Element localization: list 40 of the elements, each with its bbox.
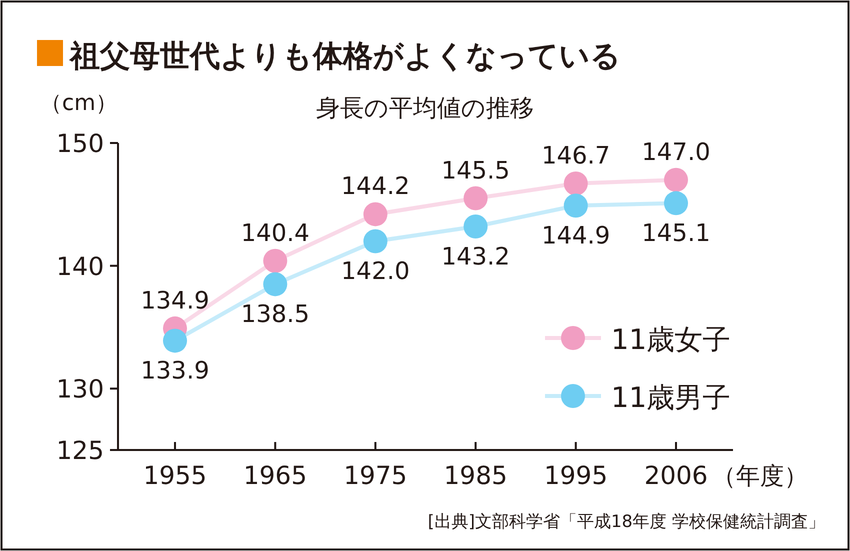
point [464, 214, 488, 239]
data-label: 144.2 [341, 172, 410, 200]
chart-title: 祖父母世代よりも体格がよくなっている [68, 39, 621, 74]
x-tick-label: 1995 [544, 461, 608, 490]
point [163, 328, 187, 353]
chart-subtitle: 身長の平均値の推移 [316, 94, 534, 122]
data-label: 140.4 [240, 218, 310, 247]
x-tick-label: 2006 [644, 461, 708, 490]
y-tick-label: 130 [56, 374, 104, 404]
x-tick-label: 1975 [344, 461, 408, 490]
point [664, 168, 688, 192]
legend-label: 11歳男子 [611, 381, 731, 414]
y-tick-label: 140 [56, 252, 104, 281]
data-label: 138.5 [240, 300, 310, 328]
data-label: 143.2 [441, 242, 510, 271]
x-tick-label: 1955 [143, 461, 207, 490]
y-tick-label: 125 [56, 436, 104, 465]
point [464, 186, 488, 210]
x-tick-label: 1965 [243, 461, 308, 490]
data-label: 147.0 [642, 138, 710, 166]
data-label: 146.7 [541, 142, 610, 170]
point [564, 172, 588, 196]
y-axis-title: （cm） [40, 91, 118, 116]
data-label: 142.0 [341, 257, 410, 286]
y-tick-label: 150 [56, 129, 104, 158]
point [363, 202, 388, 226]
data-label: 133.9 [140, 356, 210, 385]
legend-label: 11歳女子 [611, 323, 731, 356]
data-label: 134.9 [140, 286, 210, 314]
point [564, 194, 588, 218]
point [263, 272, 288, 296]
data-label: 145.5 [441, 156, 510, 184]
point [363, 229, 388, 254]
point [263, 248, 288, 273]
text: [出典]文部科学省「平成18年度 学校保健統計調査」 [428, 512, 825, 532]
x-tick-label: 1985 [444, 461, 508, 490]
point [664, 191, 688, 216]
data-label: 145.1 [642, 219, 710, 248]
x-axis-title: （年度） [712, 462, 808, 490]
data-label: 144.9 [541, 222, 610, 250]
